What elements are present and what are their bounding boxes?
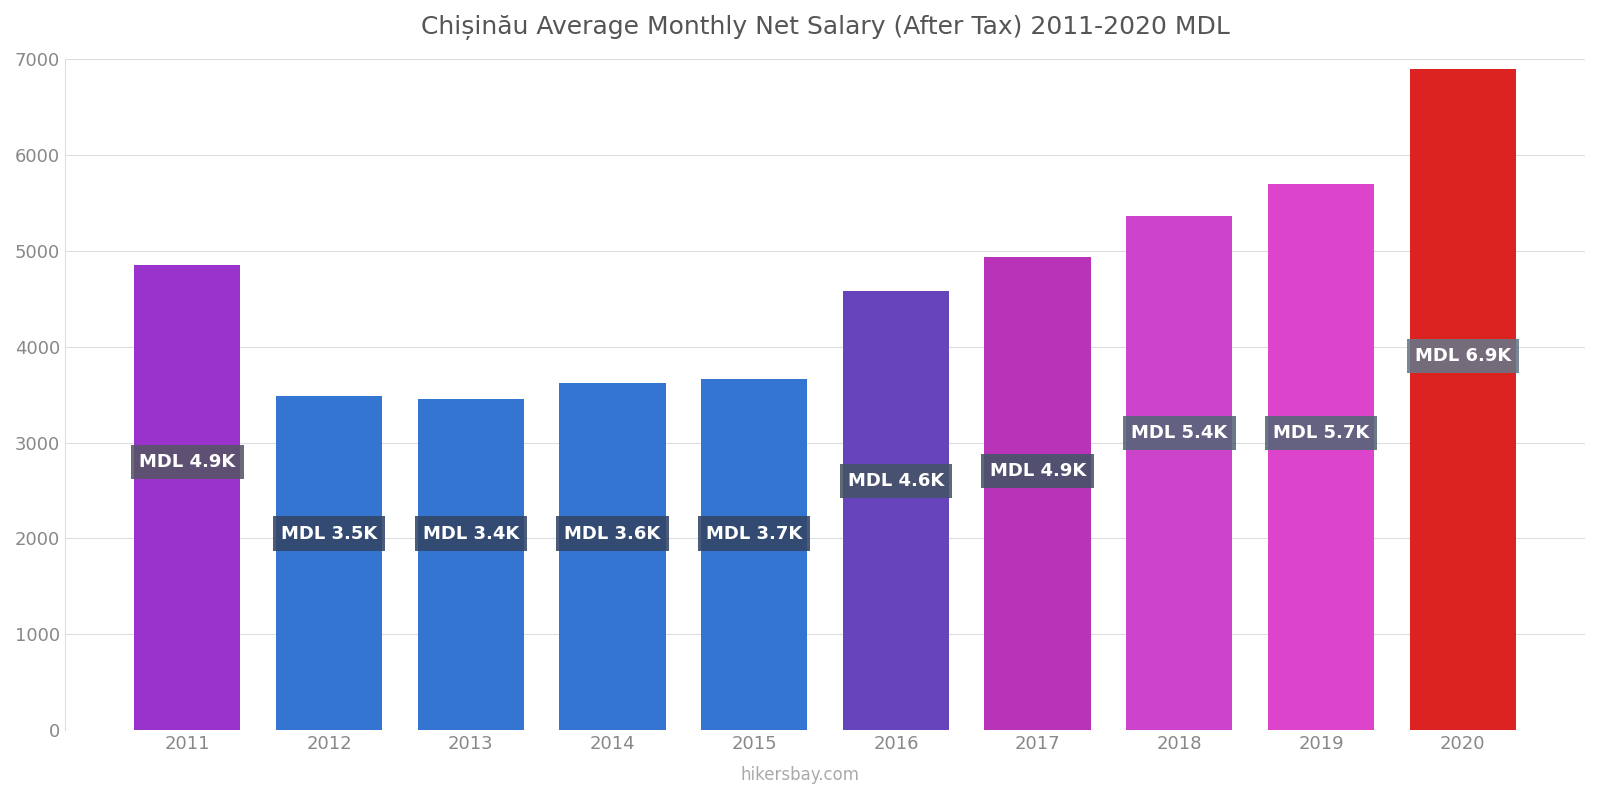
Bar [275,397,382,730]
Text: MDL 5.4K: MDL 5.4K [1131,424,1227,442]
Bar [134,265,240,730]
Bar [843,291,949,730]
Text: MDL 6.9K: MDL 6.9K [1414,347,1510,366]
Text: MDL 3.7K: MDL 3.7K [706,525,802,542]
Bar [560,383,666,730]
Bar [418,399,523,730]
Text: MDL 5.7K: MDL 5.7K [1274,424,1370,442]
Bar [1126,216,1232,730]
Bar [1410,69,1515,730]
Title: Chișinău Average Monthly Net Salary (After Tax) 2011-2020 MDL: Chișinău Average Monthly Net Salary (Aft… [421,15,1229,40]
Text: hikersbay.com: hikersbay.com [741,766,859,784]
Text: MDL 4.9K: MDL 4.9K [139,453,235,470]
Text: MDL 4.9K: MDL 4.9K [989,462,1086,480]
Text: MDL 3.4K: MDL 3.4K [422,525,518,542]
Text: MDL 3.5K: MDL 3.5K [282,525,378,542]
Text: MDL 4.6K: MDL 4.6K [848,472,944,490]
Bar [701,379,808,730]
Bar [984,257,1091,730]
Text: MDL 3.6K: MDL 3.6K [565,525,661,542]
Bar [1267,184,1374,730]
